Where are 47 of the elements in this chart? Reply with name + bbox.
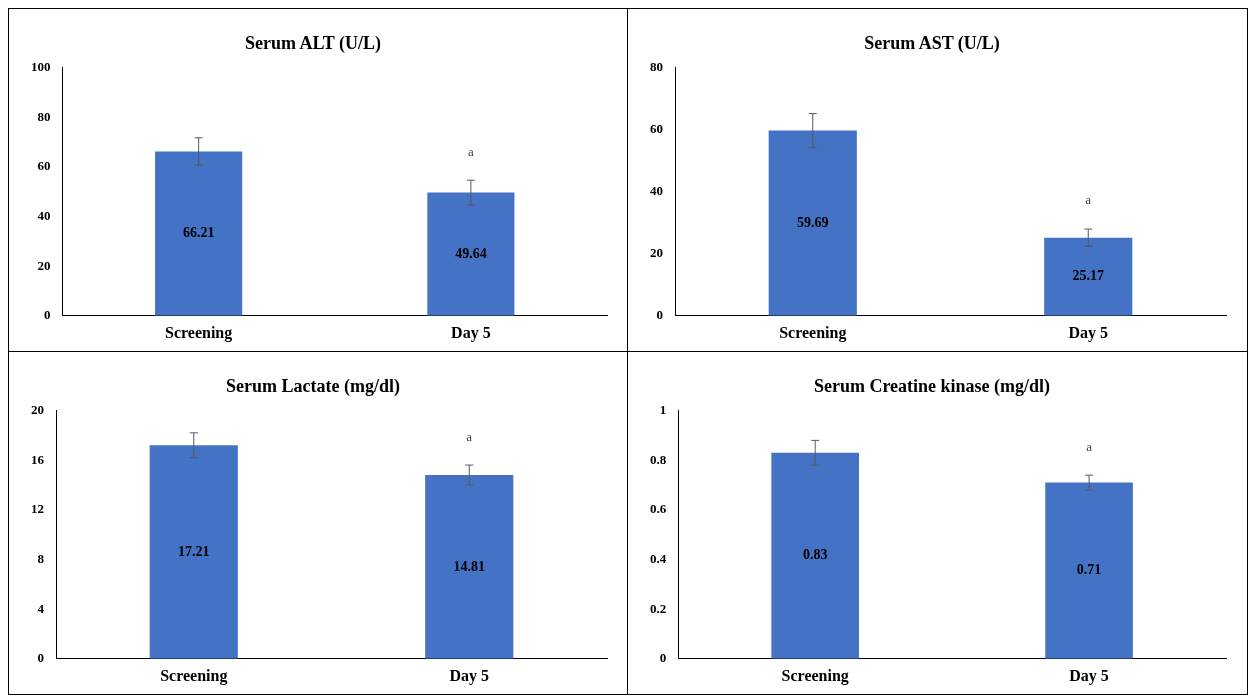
y-tick-label: 0	[37, 650, 44, 666]
y-tick-label: 0.4	[650, 550, 667, 566]
y-tick-label: 4	[37, 600, 45, 616]
y-tick-label: 0	[656, 307, 663, 323]
x-tick-label: Screening	[779, 323, 847, 342]
y-tick-label: 20	[31, 401, 44, 417]
y-tick-label: 40	[650, 183, 663, 199]
data-label: 66.21	[182, 225, 215, 241]
data-label: 14.81	[453, 558, 485, 574]
y-tick-label: 0.6	[650, 501, 667, 517]
y-tick-label: 60	[37, 158, 51, 174]
y-tick-label: 100	[31, 58, 51, 74]
x-tick-label: Screening	[164, 323, 233, 342]
annotation: a	[467, 143, 474, 159]
y-tick-label: 16	[31, 451, 45, 467]
data-label: 0.71	[1076, 562, 1102, 578]
x-tick-label: Day 5	[1069, 666, 1109, 685]
y-tick-label: 40	[37, 207, 51, 223]
data-label: 17.21	[178, 543, 210, 559]
data-label: 49.64	[455, 245, 487, 261]
x-tick-label: Day 5	[451, 323, 491, 342]
data-label: 0.83	[802, 547, 828, 563]
x-tick-label: Day 5	[449, 666, 490, 685]
y-tick-label: 20	[650, 245, 663, 261]
chart-title: Serum AST (U/L)	[864, 33, 1000, 55]
data-label: 25.17	[1072, 268, 1104, 284]
y-tick-label: 80	[650, 58, 663, 74]
chart-title: Serum Lactate (mg/dl)	[226, 376, 400, 398]
y-tick-label: 20	[37, 257, 51, 273]
y-tick-label: 0	[659, 650, 667, 666]
x-tick-label: Screening	[781, 666, 849, 685]
chart-title: Serum Creatine kinase (mg/dl)	[813, 376, 1051, 398]
annotation: a	[1085, 192, 1092, 208]
chart-title: Serum ALT (U/L)	[244, 33, 382, 55]
y-tick-label: 8	[37, 550, 45, 566]
y-tick-label: 12	[31, 501, 44, 517]
y-tick-label: 80	[37, 108, 51, 124]
data-label: 59.69	[797, 214, 829, 230]
y-tick-label: 0	[44, 307, 51, 323]
y-tick-label: 60	[650, 121, 663, 137]
y-tick-label: 0.2	[650, 600, 667, 616]
x-tick-label: Day 5	[1068, 323, 1109, 342]
annotation: a	[466, 428, 473, 444]
x-tick-label: Screening	[160, 666, 228, 685]
y-tick-label: 0.8	[650, 451, 667, 467]
y-tick-label: 1	[659, 401, 667, 417]
annotation: a	[1086, 438, 1093, 454]
